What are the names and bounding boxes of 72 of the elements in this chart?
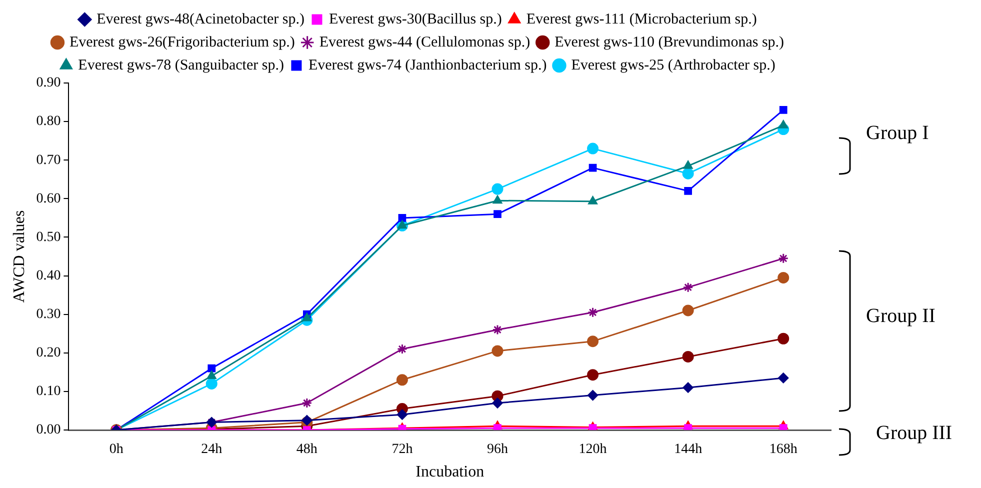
point	[682, 350, 694, 362]
legend-label: Everest gws-44 (Cellulomonas sp.)	[319, 34, 530, 50]
point	[779, 424, 788, 430]
point	[206, 370, 216, 380]
legend-label: Everest gws-111 (Microbacterium sp.)	[526, 11, 757, 28]
point	[302, 415, 312, 426]
x-tick-label: 0h	[109, 442, 124, 458]
point	[778, 120, 788, 128]
point	[492, 345, 504, 357]
y-tick-label: 0.30	[36, 307, 61, 322]
point	[206, 378, 218, 390]
x-tick-label: 96h	[486, 442, 508, 458]
point	[684, 424, 692, 430]
y-tick-label: 0.20	[36, 346, 61, 361]
y-tick-label: 0.80	[36, 114, 61, 130]
legend-label: Everest gws-48(Acinetobacter sp.)	[96, 11, 304, 28]
text: Group II	[866, 305, 936, 328]
legend-label: Everest gws-110 (Brevundimonas sp.)	[554, 34, 784, 50]
y-tick-label: 0.00	[36, 422, 61, 438]
point	[682, 282, 694, 293]
point	[302, 398, 312, 408]
legend-label: Everest gws-74 (Janthionbacterium sp.)	[308, 57, 547, 74]
point	[398, 214, 406, 222]
x-tick-label: 24h	[201, 442, 222, 458]
point	[396, 409, 408, 420]
point	[684, 187, 692, 195]
x-tick-label: 144h	[674, 442, 702, 458]
point	[494, 424, 502, 430]
point	[492, 324, 503, 336]
legend-label: Everest gws-26(Frigoribacterium sp.)	[69, 34, 295, 50]
point	[492, 195, 502, 204]
y-tick-label: 0.70	[36, 152, 61, 168]
point	[779, 106, 788, 114]
point	[494, 210, 502, 218]
point	[778, 253, 789, 264]
legend-label: Everest gws-30(Bacillus sp.)	[328, 11, 502, 28]
x-axis-title: Incubation	[416, 464, 484, 481]
point	[588, 196, 598, 204]
y-tick-label: 0.40	[36, 268, 61, 284]
point	[778, 332, 790, 344]
y-tick-label: 0.90	[36, 76, 61, 91]
y-tick-label: 0.60	[36, 191, 61, 206]
legend-label: Everest gws-25 (Arthrobacter sp.)	[571, 57, 776, 74]
x-tick-label: 120h	[578, 442, 607, 458]
point	[683, 160, 693, 169]
y-tick-label: 0.10	[36, 384, 61, 400]
y-tick-label: 0.50	[36, 230, 61, 245]
point	[588, 307, 598, 318]
point	[302, 312, 312, 322]
point	[587, 369, 599, 381]
point	[396, 374, 408, 386]
point	[682, 304, 694, 316]
y-axis-title: AWCD values	[10, 210, 28, 303]
point	[208, 364, 216, 372]
point	[587, 336, 599, 348]
legend-label: Everest gws-78 (Sanguibacter sp.)	[78, 57, 284, 74]
point	[778, 372, 789, 384]
text: Group III	[876, 422, 952, 445]
point	[398, 220, 407, 229]
point	[396, 344, 408, 354]
x-tick-label: 168h	[769, 442, 798, 458]
point	[588, 164, 597, 172]
point	[682, 168, 694, 180]
point	[587, 142, 599, 154]
point	[588, 390, 598, 401]
text: Group I	[866, 122, 929, 145]
point	[682, 382, 694, 393]
x-tick-label: 48h	[296, 442, 318, 458]
x-tick-label: 72h	[392, 442, 413, 458]
point	[492, 398, 503, 408]
point	[492, 183, 504, 195]
point	[778, 272, 790, 284]
